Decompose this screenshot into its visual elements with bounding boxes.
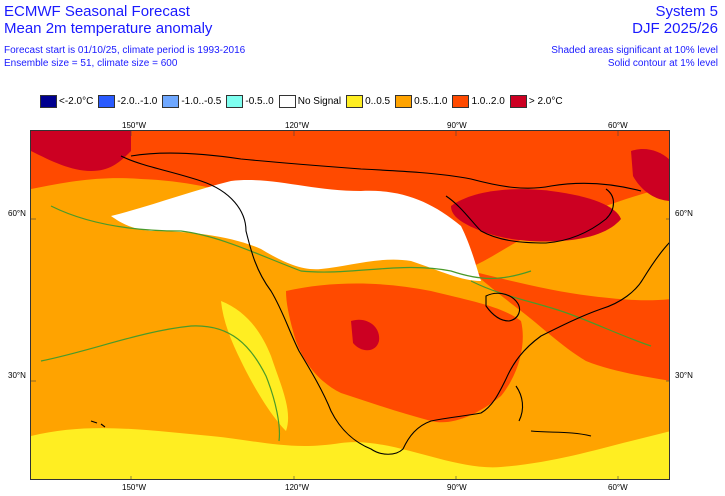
hudson-bay-coastline <box>445 188 615 244</box>
strong-warm-atlantic <box>471 271 669 381</box>
lon-tick-bottom-90w: 90°W <box>447 483 467 492</box>
north-america-coastline <box>120 155 669 455</box>
anomaly-map-canvas <box>31 131 669 479</box>
weak-warm-band-south <box>31 428 669 479</box>
very-warm-alaska <box>31 131 131 171</box>
coastlines <box>90 152 669 455</box>
lat-tick-left-60n: 60°N <box>8 209 26 218</box>
legend-swatch <box>278 94 296 108</box>
legend-item-above-2: > 2.0°C <box>509 94 563 108</box>
legend-swatch <box>509 94 527 108</box>
legend-item-minus05-0: -0.5..0 <box>226 94 274 108</box>
legend-item-05-1: 0.5..1.0 <box>395 94 448 108</box>
legend-label: 1.0..2.0 <box>471 95 505 107</box>
very-warm-hudson-bay <box>451 189 621 242</box>
graticule <box>31 131 669 479</box>
lon-tick-top-60w: 60°W <box>608 121 628 130</box>
legend-label: > 2.0°C <box>528 95 563 107</box>
shading-significance-note: Shaded areas significant at 10% level <box>551 45 718 56</box>
lon-tick-bottom-150w: 150°W <box>122 483 147 492</box>
arctic-coastline <box>130 152 642 192</box>
great-lakes-outline <box>485 292 521 322</box>
very-warm-labrador <box>631 149 669 201</box>
lat-tick-left-30n: 30°N <box>8 371 26 380</box>
color-legend: <-2.0°C -2.0..-1.0 -1.0..-0.5 -0.5..0 No… <box>40 93 568 109</box>
map-subtitle: Mean 2m temperature anomaly <box>4 20 213 37</box>
system-label: System 5 <box>655 3 718 20</box>
legend-item-0-05: 0..0.5 <box>346 94 391 108</box>
legend-label: <-2.0°C <box>59 95 94 107</box>
legend-item-1-2: 1.0..2.0 <box>452 94 505 108</box>
legend-item-minus2-minus1: -2.0..-1.0 <box>98 94 158 108</box>
legend-swatch <box>452 94 470 108</box>
lon-tick-bottom-120w: 120°W <box>285 483 310 492</box>
legend-label: -0.5..0 <box>245 95 274 107</box>
florida-coastline <box>515 385 524 422</box>
significance-contour-north <box>50 205 532 280</box>
lon-tick-top-120w: 120°W <box>285 121 310 130</box>
legend-label: 0..0.5 <box>365 95 391 107</box>
legend-label: -1.0..-0.5 <box>181 95 222 107</box>
legend-swatch <box>162 94 180 108</box>
legend-item-no-signal: No Signal <box>278 94 342 108</box>
map-title: ECMWF Seasonal Forecast <box>4 3 190 20</box>
hawaii-islands <box>90 420 106 428</box>
legend-label: -2.0..-1.0 <box>117 95 158 107</box>
caribbean-islands <box>530 430 592 437</box>
lat-tick-right-30n: 30°N <box>675 371 693 380</box>
contour-significance-note: Solid contour at 1% level <box>607 58 718 69</box>
legend-swatch <box>395 94 413 108</box>
anomaly-map <box>30 130 670 480</box>
no-signal-region <box>111 179 481 281</box>
legend-label: No Signal <box>297 95 342 107</box>
season-label: DJF 2025/26 <box>632 20 718 37</box>
significance-contours <box>40 205 652 442</box>
lon-tick-top-90w: 90°W <box>447 121 467 130</box>
strong-warm-us <box>286 283 523 423</box>
legend-swatch <box>346 94 364 108</box>
legend-swatch <box>226 94 244 108</box>
legend-swatch <box>40 94 57 108</box>
anomaly-field <box>31 131 669 479</box>
very-warm-us-spot <box>351 319 380 351</box>
legend-swatch <box>98 94 116 108</box>
legend-item-below-minus2: <-2.0°C <box>40 94 94 108</box>
significance-contour-atlantic <box>470 280 652 347</box>
forecast-start-info: Forecast start is 01/10/25, climate peri… <box>4 45 246 56</box>
significance-contour-pacific <box>40 325 281 442</box>
legend-item-minus1-minus05: -1.0..-0.5 <box>162 94 222 108</box>
weak-warm-band-coast <box>221 301 289 431</box>
ensemble-size-info: Ensemble size = 51, climate size = 600 <box>4 58 178 69</box>
lon-tick-bottom-60w: 60°W <box>608 483 628 492</box>
lon-tick-top-150w: 150°W <box>122 121 147 130</box>
lat-tick-right-60n: 60°N <box>675 209 693 218</box>
legend-label: 0.5..1.0 <box>414 95 448 107</box>
